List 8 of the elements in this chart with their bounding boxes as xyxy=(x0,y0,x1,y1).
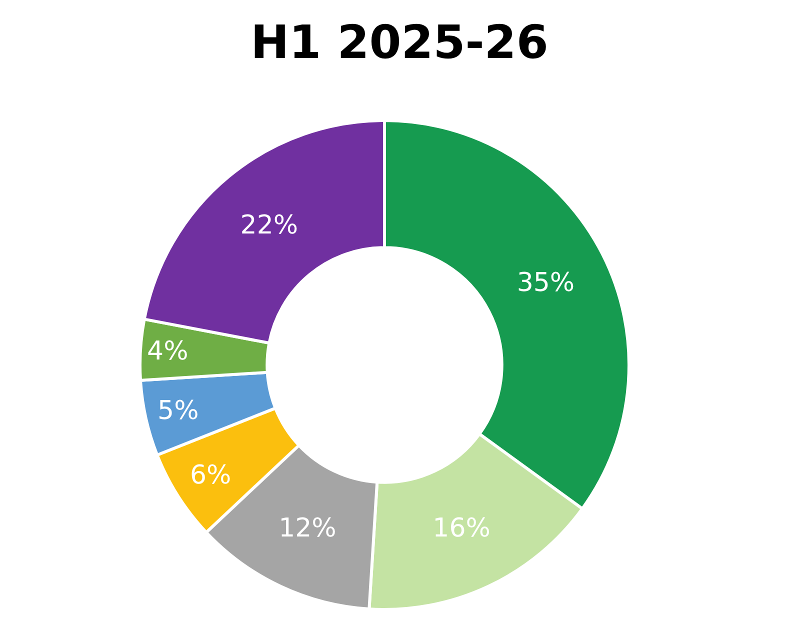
data-label: 4% xyxy=(147,336,188,366)
data-label: 12% xyxy=(278,514,336,544)
data-label: 16% xyxy=(432,514,490,544)
data-label: 35% xyxy=(516,268,575,298)
data-label: 6% xyxy=(190,460,232,490)
data-label: 22% xyxy=(240,210,298,241)
data-label: 5% xyxy=(158,396,199,426)
chart-title: H1 2025-26 xyxy=(250,14,548,69)
